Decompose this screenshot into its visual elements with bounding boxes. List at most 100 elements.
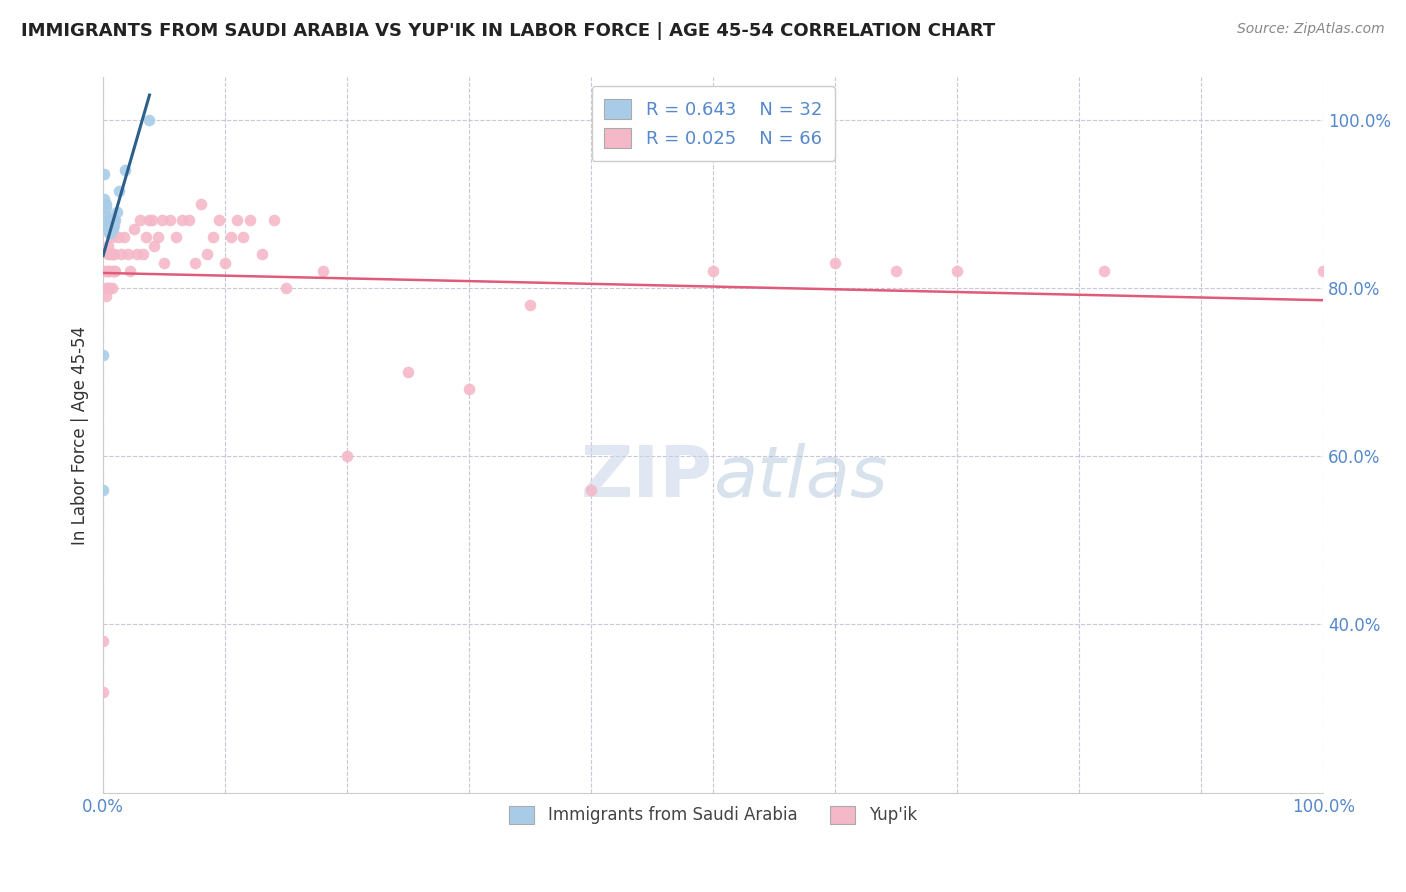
Point <box>172 213 194 227</box>
Point <box>190 196 212 211</box>
Legend: Immigrants from Saudi Arabia, Yup'ik: Immigrants from Saudi Arabia, Yup'ik <box>499 796 927 834</box>
Point <box>232 230 254 244</box>
Point <box>98 213 121 227</box>
Point <box>101 247 124 261</box>
Point <box>250 247 273 261</box>
Point <box>183 255 205 269</box>
Point <box>98 281 121 295</box>
Point <box>104 264 127 278</box>
Point <box>93 193 115 207</box>
Point <box>98 218 121 232</box>
Point <box>97 218 120 232</box>
Point <box>263 213 285 227</box>
Point <box>97 213 120 227</box>
Point <box>128 213 150 227</box>
Point <box>214 255 236 269</box>
Point <box>93 264 115 278</box>
Point <box>165 230 187 244</box>
Point <box>100 213 122 227</box>
Point <box>579 483 602 497</box>
Point <box>96 281 118 295</box>
Point <box>396 365 419 379</box>
Point <box>110 247 132 261</box>
Point <box>138 112 160 127</box>
Point <box>519 298 541 312</box>
Point <box>96 213 118 227</box>
Point <box>153 255 176 269</box>
Point <box>94 281 117 295</box>
Point <box>91 348 114 362</box>
Point <box>312 264 335 278</box>
Y-axis label: In Labor Force | Age 45-54: In Labor Force | Age 45-54 <box>72 326 89 544</box>
Point <box>101 264 124 278</box>
Point <box>336 449 359 463</box>
Point <box>91 684 114 698</box>
Point <box>91 483 114 497</box>
Point <box>103 264 125 278</box>
Point <box>93 167 115 181</box>
Point <box>97 222 120 236</box>
Point <box>94 289 117 303</box>
Point <box>117 247 139 261</box>
Point <box>1312 264 1334 278</box>
Point <box>100 226 122 240</box>
Point <box>107 230 129 244</box>
Point <box>824 255 846 269</box>
Point <box>884 264 907 278</box>
Point <box>150 213 173 227</box>
Point <box>702 264 724 278</box>
Point <box>138 213 160 227</box>
Point <box>458 382 481 396</box>
Point <box>141 213 163 227</box>
Point <box>201 230 224 244</box>
Point <box>96 264 118 278</box>
Point <box>91 634 114 648</box>
Point <box>159 213 181 227</box>
Point <box>276 281 298 295</box>
Point <box>118 264 141 278</box>
Point <box>112 230 135 244</box>
Point <box>97 264 120 278</box>
Point <box>101 218 124 232</box>
Point <box>100 218 122 232</box>
Point <box>98 264 121 278</box>
Point <box>1092 264 1115 278</box>
Point <box>946 264 969 278</box>
Point <box>100 281 122 295</box>
Point <box>226 213 249 227</box>
Point <box>208 213 231 227</box>
Point <box>97 238 120 252</box>
Point <box>100 230 122 244</box>
Point <box>103 213 125 227</box>
Point <box>103 247 125 261</box>
Point <box>108 184 131 198</box>
Point <box>143 238 166 252</box>
Point <box>101 222 124 236</box>
Point <box>127 247 149 261</box>
Point <box>105 205 128 219</box>
Point <box>146 230 169 244</box>
Point <box>100 218 122 232</box>
Point <box>132 247 155 261</box>
Point <box>100 222 122 236</box>
Point <box>98 226 121 240</box>
Point <box>219 230 242 244</box>
Point <box>98 222 121 236</box>
Point <box>177 213 200 227</box>
Point <box>96 218 118 232</box>
Point <box>103 218 125 232</box>
Point <box>100 222 122 236</box>
Text: ZIP: ZIP <box>581 443 713 513</box>
Point <box>94 201 117 215</box>
Point <box>114 163 136 178</box>
Point <box>97 247 120 261</box>
Point <box>94 196 117 211</box>
Point <box>96 209 118 223</box>
Point <box>122 222 145 236</box>
Point <box>100 247 122 261</box>
Text: atlas: atlas <box>713 443 887 513</box>
Point <box>195 247 218 261</box>
Point <box>98 281 121 295</box>
Point <box>135 230 157 244</box>
Point <box>104 213 127 227</box>
